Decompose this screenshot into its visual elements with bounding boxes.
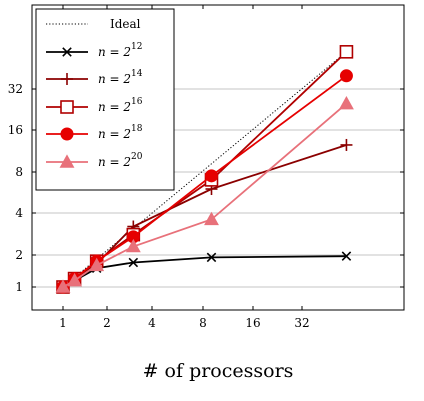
circle-marker [60,127,74,141]
legend-label-exp: 16 [131,97,143,107]
x-marker [62,47,72,57]
legend-label: Ideal [110,17,141,31]
x-axis-label: # of processors [143,360,294,382]
x-tick-label: 2 [103,316,111,330]
y-tick-label: 32 [8,82,23,96]
legend-item: n = 220 [46,152,143,169]
legend-item: n = 212 [46,42,143,59]
triangle-marker [55,279,71,293]
y-tick-label: 16 [8,123,23,137]
y-tick-label: 1 [15,280,23,294]
y-tick-label: 8 [15,165,23,179]
x-tick-label: 8 [199,316,207,330]
circle-marker [339,69,353,83]
legend-label: n = 220 [98,152,143,169]
y-tick-label: 2 [15,248,23,262]
x-tick-label: 4 [148,316,156,330]
triangle-marker [67,272,83,287]
square-marker [60,100,74,114]
legend-label-exp: 12 [131,42,142,52]
circle-marker [204,169,218,183]
square-marker [339,45,354,59]
triangle-marker [59,154,75,168]
plus-marker [61,73,73,85]
x-marker [341,251,352,261]
legend-item: Ideal [46,17,141,31]
legend-label-exp: 18 [131,124,143,134]
legend-label-base: n = 2 [98,155,131,169]
legend-label-base: n = 2 [98,100,131,114]
legend-label: n = 218 [98,124,143,141]
legend-label-exp: 14 [131,69,143,79]
x-tick-label: 16 [245,316,260,330]
plus-marker [340,138,353,151]
triangle-marker [89,257,105,272]
plot-frame [31,4,405,311]
legend-label-exp: 20 [131,152,143,162]
legend-label-base: n = 2 [98,72,131,86]
series-n-2-20 [55,95,354,293]
x-tick-label: 32 [294,316,309,330]
y-tick-label: 4 [15,206,23,220]
legend-label: n = 214 [98,69,143,86]
legend-label: n = 216 [98,97,143,114]
legend-label-base: n = 2 [98,45,131,59]
x-marker [128,257,139,268]
legend-item: n = 214 [46,69,143,86]
legend-item: n = 218 [46,124,143,141]
legend-box [35,8,175,191]
triangle-marker [125,238,141,253]
series-layer [55,45,354,294]
legend-label: n = 212 [98,42,143,59]
x-tick-label: 1 [59,316,67,330]
x-marker [206,252,217,263]
legend-item: n = 216 [46,97,143,114]
triangle-marker [338,95,354,110]
legend-label-base: n = 2 [98,127,131,141]
triangle-marker [204,211,219,226]
